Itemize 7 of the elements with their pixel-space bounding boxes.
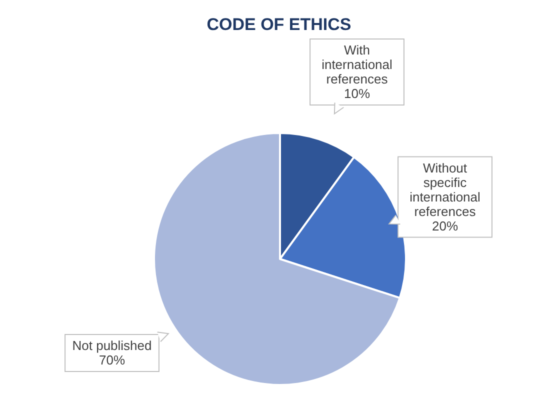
- slice-label: Not published: [72, 338, 152, 354]
- data-label: 20%: [432, 218, 458, 234]
- data-label: 10%: [344, 86, 370, 102]
- slice-label: With international references: [322, 42, 393, 87]
- chart-title: CODE OF ETHICS: [206, 15, 352, 34]
- slice-label: Without specific international references: [410, 160, 481, 219]
- data-label: 70%: [98, 352, 126, 368]
